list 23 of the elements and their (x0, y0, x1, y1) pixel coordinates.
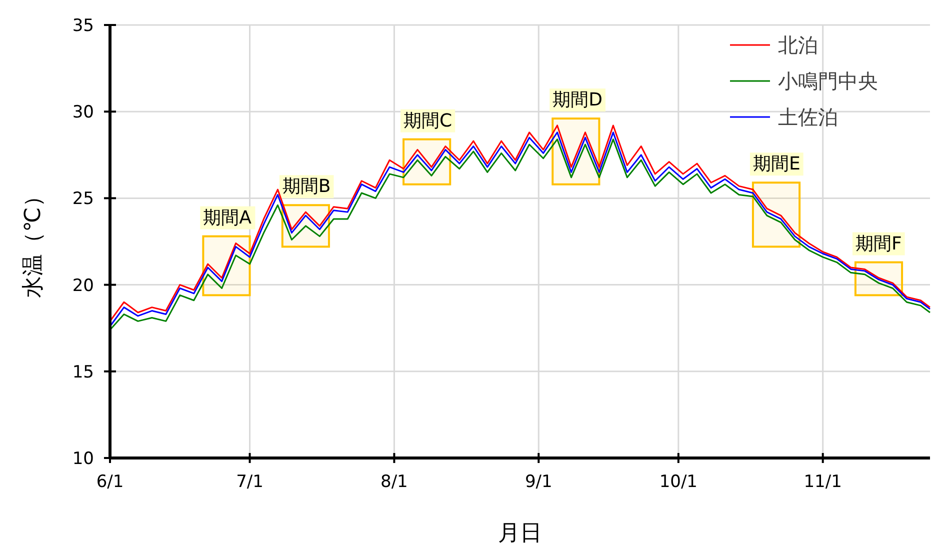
band-label: 期間C (404, 110, 452, 132)
x-tick-label: 11/1 (804, 472, 842, 492)
band-label: 期間E (752, 154, 800, 175)
x-tick-label: 7/1 (236, 472, 264, 492)
band-label: 期間D (552, 90, 602, 111)
legend-label: 土佐泊 (778, 105, 838, 129)
legend-label: 北泊 (778, 33, 818, 57)
y-tick-label: 15 (72, 362, 94, 382)
y-axis-title: 水温（℃） (21, 185, 46, 298)
band-label: 期間F (855, 233, 902, 254)
y-tick-label: 35 (72, 16, 94, 36)
band-label: 期間B (282, 176, 331, 198)
band-label: 期間A (203, 207, 252, 228)
x-tick-label: 8/1 (380, 472, 408, 492)
x-tick-label: 10/1 (659, 472, 698, 492)
y-tick-label: 20 (72, 276, 94, 296)
x-axis-title: 月日 (498, 521, 542, 546)
legend-label: 小鳴門中央 (778, 69, 878, 93)
y-tick-label: 25 (72, 189, 94, 210)
x-tick-label: 6/1 (96, 472, 124, 492)
x-tick-label: 9/1 (524, 472, 552, 492)
y-tick-label: 30 (72, 102, 94, 123)
y-tick-label: 10 (72, 449, 94, 469)
